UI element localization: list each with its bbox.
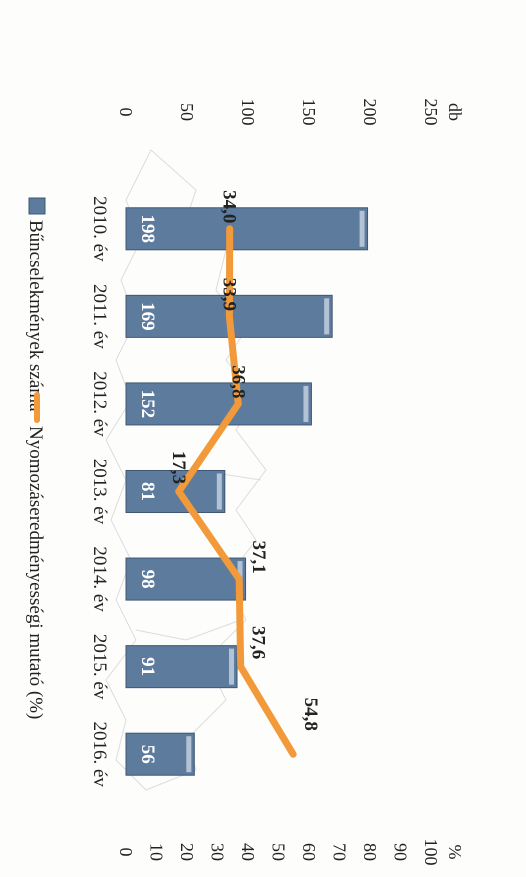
right-axis-tick-2: 20: [177, 843, 197, 861]
line-value-label-2: 36,8: [227, 365, 248, 398]
right-axis-unit: %: [445, 845, 465, 860]
bar-value-label-1: 169: [137, 302, 158, 331]
bar-value-label-2: 152: [137, 390, 158, 419]
line-point-1: [226, 313, 232, 319]
left-axis-tick-5: 250: [421, 99, 441, 126]
category-label-1: 2011. év: [89, 284, 110, 349]
left-axis-tick-2: 100: [238, 99, 258, 126]
category-label-0: 2010. év: [89, 196, 110, 262]
line-value-label-6: 54,8: [300, 698, 321, 731]
right-axis-tick-7: 70: [330, 843, 350, 861]
bar-4: [125, 557, 247, 601]
left-axis-tick-4: 200: [360, 99, 380, 126]
line-point-2: [235, 401, 241, 407]
line-point-4: [236, 576, 242, 582]
right-axis-tick-10: 100: [421, 839, 441, 866]
bar-highlight-5: [229, 648, 235, 685]
left-axis-tick-3: 150: [299, 99, 319, 126]
bar-highlight-0: [359, 210, 365, 247]
bar-value-label-5: 91: [137, 657, 158, 676]
bar-highlight-1: [324, 298, 330, 335]
right-axis-tick-1: 10: [147, 843, 167, 861]
line-point-0: [227, 226, 233, 232]
line-value-label-4: 37,1: [248, 540, 269, 573]
line-value-label-1: 33,9: [218, 278, 239, 311]
bar-value-label-0: 198: [137, 215, 158, 244]
left-axis-tick-1: 50: [177, 103, 197, 121]
line-value-label-3: 17,3: [168, 451, 189, 484]
category-label-4: 2014. év: [89, 546, 110, 612]
right-axis-tick-8: 80: [360, 843, 380, 861]
bar-0: [125, 207, 369, 251]
category-label-2: 2012. év: [89, 371, 110, 437]
right-axis-tick-4: 40: [238, 843, 258, 861]
bar-highlight-2: [303, 385, 309, 422]
legend-bar-swatch: [28, 197, 46, 215]
line-value-label-0: 34,0: [219, 190, 240, 223]
category-label-6: 2016. év: [89, 721, 110, 787]
bar-value-label-6: 56: [137, 745, 158, 764]
legend-bar-label: Bűncselekmények száma: [25, 220, 46, 412]
right-axis-tick-3: 30: [208, 843, 228, 861]
line-point-5: [238, 664, 244, 670]
line-point-3: [176, 489, 182, 494]
bar-6: [125, 732, 195, 776]
line-point-6: [290, 751, 296, 757]
bar-highlight-3: [216, 473, 222, 510]
left-axis-tick-0: 0: [116, 108, 136, 117]
category-label-3: 2013. év: [89, 459, 110, 525]
category-label-5: 2015. év: [89, 634, 110, 700]
bar-5: [125, 645, 238, 689]
line-value-label-5: 37,6: [248, 626, 269, 659]
right-axis-tick-9: 90: [391, 843, 411, 861]
right-axis-tick-0: 0: [116, 848, 136, 857]
bar-2: [125, 382, 312, 426]
bar-value-label-3: 81: [137, 482, 158, 501]
bar-highlight-6: [186, 736, 192, 773]
right-axis-tick-6: 60: [299, 843, 319, 861]
bar-value-label-4: 98: [137, 570, 158, 589]
legend-line-label: Nyomozáseredményességi mutató (%): [25, 426, 46, 719]
left-axis-unit: db: [445, 103, 465, 121]
right-axis-tick-5: 50: [269, 843, 289, 861]
